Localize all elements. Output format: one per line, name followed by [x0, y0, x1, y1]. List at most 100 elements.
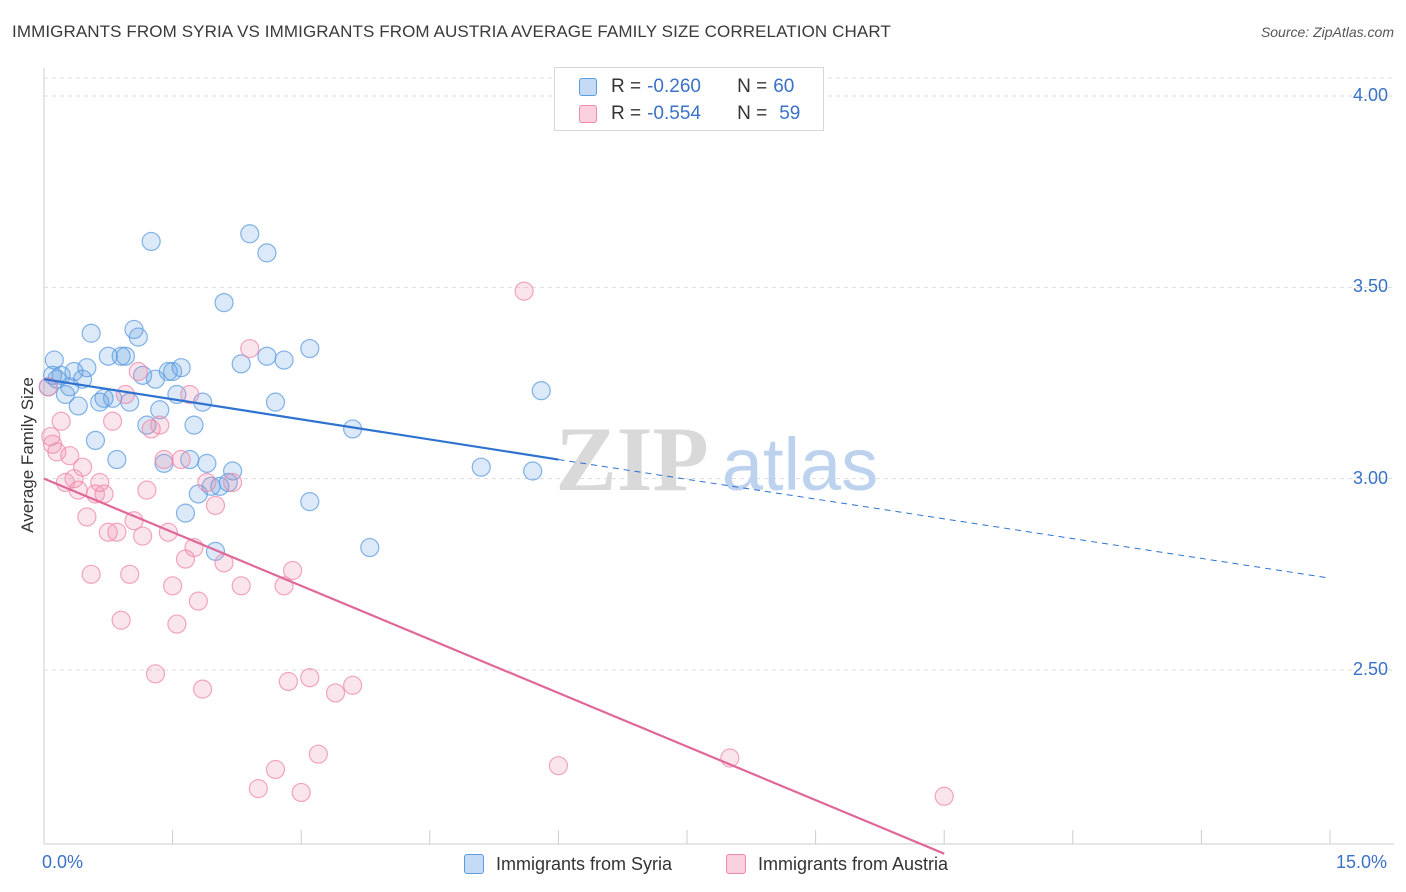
syria-point: [257, 346, 277, 366]
syria-point: [523, 461, 543, 481]
austria-point: [60, 446, 80, 466]
bottom-legend-syria: Immigrants from Syria: [464, 852, 672, 876]
legend-swatch-austria: [579, 105, 597, 123]
x-tick-label-min: 0.0%: [42, 852, 84, 872]
austria-point: [343, 675, 363, 695]
austria-point: [102, 411, 123, 431]
austria-point: [188, 591, 208, 611]
y-tick-label: 3.00: [1353, 467, 1389, 488]
watermark-zip: ZIP: [555, 408, 708, 510]
syria-point: [531, 381, 551, 401]
bottom-legend-austria: Immigrants from Austria: [726, 852, 948, 876]
austria-point: [223, 472, 243, 493]
austria-point: [548, 756, 569, 776]
legend-r-value-austria: -0.554: [647, 103, 701, 124]
syria-point: [274, 350, 294, 370]
syria-point: [300, 338, 320, 359]
bottom-legend-label-austria: Immigrants from Austria: [758, 853, 949, 874]
austria-point: [154, 449, 174, 470]
syria-point: [141, 231, 161, 252]
legend-n-value-syria: 60: [773, 76, 795, 97]
syria-point: [214, 293, 234, 313]
syria-point: [68, 396, 88, 416]
syria-point: [171, 358, 191, 378]
austria-point: [167, 614, 187, 634]
bottom-legend-swatch-syria: [464, 854, 484, 874]
austria-point: [38, 377, 58, 397]
series-austria-points: [38, 281, 954, 806]
austria-point: [120, 564, 140, 584]
syria-point: [111, 346, 131, 366]
y-tick-label: 3.50: [1353, 276, 1389, 297]
syria-point: [184, 415, 204, 435]
austria-point: [47, 442, 67, 462]
chart-title: IMMIGRANTS FROM SYRIA VS IMMIGRANTS FROM…: [12, 22, 891, 41]
syria-point: [77, 358, 97, 378]
austria-point: [514, 281, 534, 301]
syria-point: [300, 492, 320, 512]
austria-point: [231, 576, 251, 596]
syria-point: [223, 461, 243, 481]
syria-point: [240, 224, 260, 244]
austria-point: [308, 744, 328, 764]
austria-point: [163, 576, 183, 596]
austria-point: [150, 415, 170, 435]
syria-trend-line: [43, 378, 559, 461]
austria-point: [72, 457, 93, 477]
syria-point: [360, 537, 380, 558]
legend-r-value-syria: -0.260: [647, 76, 701, 97]
austria-point: [111, 610, 131, 630]
austria-point: [248, 779, 268, 799]
syria-point: [85, 430, 106, 450]
austria-point: [934, 786, 954, 806]
austria-point: [283, 560, 303, 581]
austria-trend-line: [43, 477, 945, 855]
syria-point: [150, 400, 170, 420]
austria-point: [137, 480, 157, 500]
austria-point: [325, 683, 346, 703]
syria-point: [265, 392, 286, 412]
austria-point: [128, 361, 148, 382]
legend-r-label: R =: [611, 103, 642, 124]
austria-point: [107, 522, 127, 542]
legend-swatch-syria: [579, 78, 597, 96]
austria-point: [197, 472, 217, 493]
syria-point: [175, 503, 196, 523]
source-credit: Source: ZipAtlas.com: [1260, 24, 1394, 40]
syria-point: [257, 243, 277, 263]
axes: [43, 68, 1394, 845]
syria-point: [197, 453, 217, 473]
bottom-legend-label-syria: Immigrants from Syria: [496, 853, 673, 874]
austria-point: [77, 507, 97, 527]
legend-row-austria: R = -0.554 N = 59: [579, 102, 800, 126]
y-axis-label: Average Family Size: [18, 377, 37, 533]
y-tick-label: 2.50: [1353, 659, 1389, 679]
austria-point: [278, 671, 298, 692]
austria-point: [265, 759, 286, 780]
syria-point: [81, 323, 101, 343]
austria-point: [171, 449, 191, 470]
austria-point: [132, 526, 153, 546]
austria-point: [145, 664, 166, 684]
legend-n-label: N =: [737, 103, 768, 124]
austria-point: [115, 384, 136, 405]
legend-n-value-austria: 59: [779, 103, 801, 124]
syria-trend-line-extension: [558, 459, 1331, 579]
syria-point: [128, 327, 148, 347]
austria-point: [90, 472, 110, 493]
austria-point: [240, 338, 260, 359]
correlation-legend: R = -0.260 N = 60 R = -0.554 N = 59: [554, 67, 824, 131]
austria-point: [205, 495, 226, 516]
syria-point: [107, 449, 127, 470]
syria-point: [218, 472, 238, 493]
trend-lines: [43, 378, 1331, 855]
bottom-legend-swatch-austria: [726, 854, 746, 874]
legend-r-label: R =: [611, 76, 642, 97]
austria-point: [180, 384, 200, 405]
y-tick-label: 4.00: [1353, 85, 1389, 105]
syria-point: [231, 354, 251, 374]
watermark-atlas: atlas: [722, 423, 878, 506]
legend-row-syria: R = -0.260 N = 60: [579, 75, 794, 99]
austria-point: [193, 679, 213, 699]
